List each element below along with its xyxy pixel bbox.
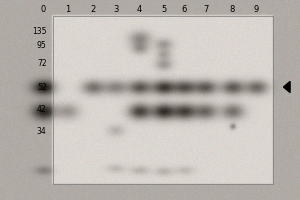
Text: 9: 9 <box>254 4 259 14</box>
Text: 72: 72 <box>37 58 46 68</box>
Text: 7: 7 <box>203 4 208 14</box>
Text: 2: 2 <box>90 4 96 14</box>
Text: 8: 8 <box>230 4 235 14</box>
Text: 0: 0 <box>41 4 46 14</box>
Text: 34: 34 <box>37 127 46 136</box>
Polygon shape <box>284 81 290 93</box>
Text: 135: 135 <box>32 26 46 36</box>
Bar <box>52 16 273 184</box>
Text: 4: 4 <box>137 4 142 14</box>
Text: 6: 6 <box>182 4 187 14</box>
Text: 42: 42 <box>37 105 46 114</box>
Text: 95: 95 <box>37 40 46 49</box>
Text: 3: 3 <box>113 4 118 14</box>
Text: 5: 5 <box>161 4 166 14</box>
Text: 52: 52 <box>37 83 46 92</box>
Text: 1: 1 <box>65 4 70 14</box>
